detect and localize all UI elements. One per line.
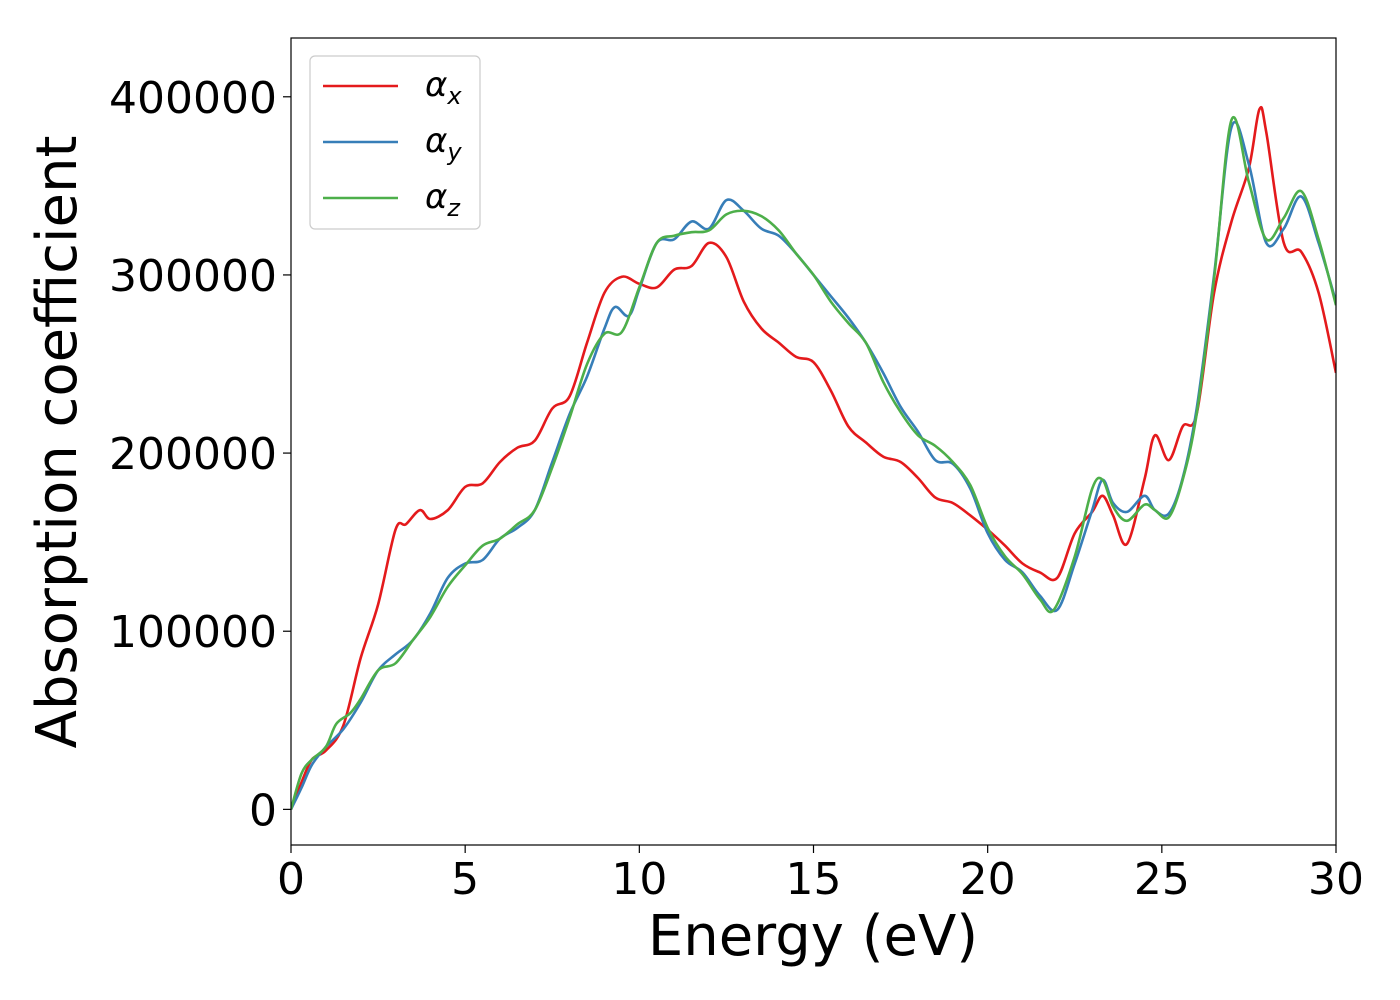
x-axis: 0 5 10 15 20 25 30: [277, 845, 1364, 905]
series-line-alpha-z: [291, 115, 1336, 810]
y-tick-label: 100000: [109, 607, 277, 658]
series-line-alpha-x: [291, 105, 1336, 810]
x-tick-label: 5: [451, 854, 479, 905]
x-tick-label: 15: [786, 854, 842, 905]
x-axis-title: Energy (eV): [648, 904, 978, 969]
x-tick-label: 30: [1308, 854, 1364, 905]
x-tick-label: 10: [611, 854, 667, 905]
series-group: [291, 105, 1336, 810]
y-tick-label: 400000: [109, 73, 277, 124]
x-tick-label: 0: [277, 854, 305, 905]
x-tick-label: 20: [960, 854, 1016, 905]
y-tick-label: 200000: [109, 429, 277, 480]
y-axis-title: Absorption coefficient: [25, 136, 90, 749]
y-tick-label: 300000: [109, 251, 277, 302]
x-tick-label: 25: [1134, 854, 1190, 905]
y-axis: 0 100000 200000 300000 400000: [109, 73, 291, 836]
y-tick-label: 0: [249, 785, 277, 836]
